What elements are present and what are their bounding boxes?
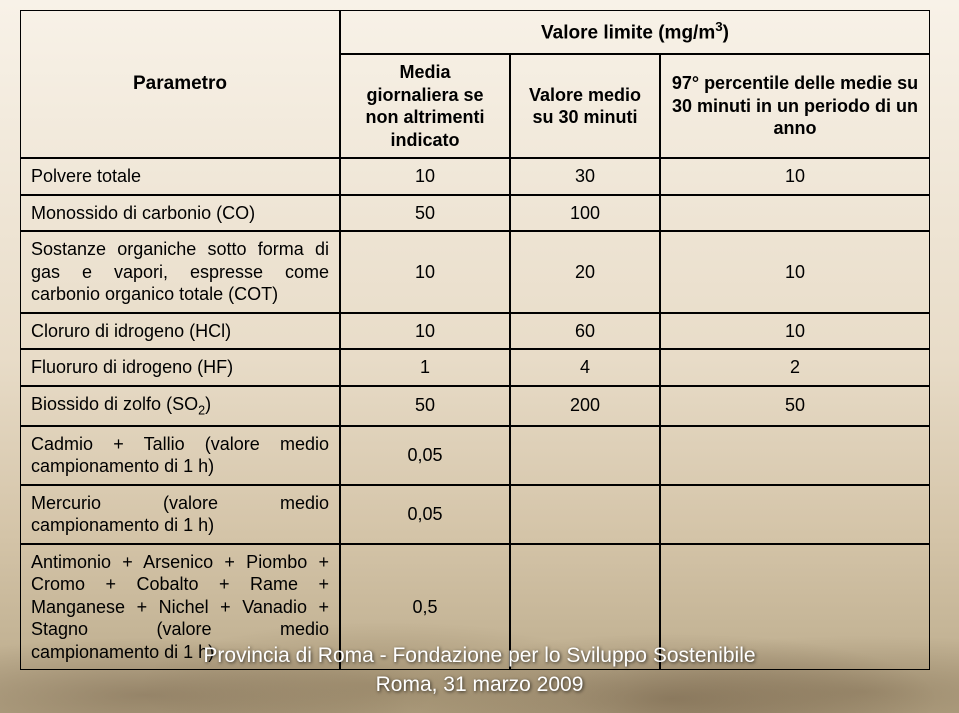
cell-text: Fluoruro di idrogeno (HF) (31, 356, 233, 379)
cell-text: Mercurio (valore medio campionamento di … (31, 492, 329, 537)
cell-text: 100 (570, 202, 600, 225)
cell-text: 10 (785, 165, 805, 188)
table-cell: 20 (510, 231, 660, 313)
table-cell: 60 (510, 313, 660, 350)
table-row-label: Fluoruro di idrogeno (HF) (20, 349, 340, 386)
cell-text: 4 (580, 356, 590, 379)
cell-text: 50 (415, 202, 435, 225)
table-row-label: Biossido di zolfo (SO2) (20, 386, 340, 426)
table-cell: 0,05 (340, 485, 510, 544)
cell-text: Biossido di zolfo (SO2) (31, 393, 211, 419)
header-text: Parametro (133, 72, 227, 96)
cell-text: 20 (575, 261, 595, 284)
footer-line-1: Provincia di Roma - Fondazione per lo Sv… (0, 642, 959, 670)
table-row-label: Cadmio + Tallio (valore medio campioname… (20, 426, 340, 485)
table-cell: 100 (510, 195, 660, 232)
table-cell: 10 (660, 313, 930, 350)
table-cell: 10 (660, 158, 930, 195)
header-text: 97° percentile delle medie su 30 minuti … (671, 72, 919, 140)
header-text: Valore limite (mg/m3) (541, 19, 729, 45)
header-text: Valore medio su 30 minuti (521, 84, 649, 129)
cell-text: 10 (785, 320, 805, 343)
table-row-label: Mercurio (valore medio campionamento di … (20, 485, 340, 544)
col-header-limit: Valore limite (mg/m3) (340, 10, 930, 54)
cell-text: 60 (575, 320, 595, 343)
cell-text: Cloruro di idrogeno (HCl) (31, 320, 231, 343)
table-cell: 2 (660, 349, 930, 386)
cell-text: 50 (415, 394, 435, 417)
cell-text: 10 (785, 261, 805, 284)
table-row-label: Cloruro di idrogeno (HCl) (20, 313, 340, 350)
table-cell: 200 (510, 386, 660, 426)
cell-text: 30 (575, 165, 595, 188)
col-header-media: Media giornaliera se non altrimenti indi… (340, 54, 510, 158)
cell-text: Cadmio + Tallio (valore medio campioname… (31, 433, 329, 478)
cell-text: 0,5 (412, 596, 437, 619)
cell-text: 10 (415, 165, 435, 188)
table-cell: 50 (340, 386, 510, 426)
table-cell: 1 (340, 349, 510, 386)
table-row-label: Polvere totale (20, 158, 340, 195)
table-cell (510, 485, 660, 544)
slide-footer: Provincia di Roma - Fondazione per lo Sv… (0, 642, 959, 699)
table-cell (660, 195, 930, 232)
cell-text: Sostanze organiche sotto forma di gas e … (31, 238, 329, 306)
cell-text: 200 (570, 394, 600, 417)
table-cell: 30 (510, 158, 660, 195)
table-cell (660, 426, 930, 485)
table-cell: 0,05 (340, 426, 510, 485)
col-header-30min: Valore medio su 30 minuti (510, 54, 660, 158)
col-header-parametro: Parametro (20, 10, 340, 158)
limits-table: Parametro Valore limite (mg/m3) Media gi… (20, 10, 939, 670)
table-cell: 10 (660, 231, 930, 313)
table-cell: 50 (660, 386, 930, 426)
table-cell: 10 (340, 158, 510, 195)
cell-text: Polvere totale (31, 165, 141, 188)
footer-line-2: Roma, 31 marzo 2009 (0, 671, 959, 699)
table-cell: 4 (510, 349, 660, 386)
table-row-label: Monossido di carbonio (CO) (20, 195, 340, 232)
table-row-label: Sostanze organiche sotto forma di gas e … (20, 231, 340, 313)
cell-text: 0,05 (407, 503, 442, 526)
cell-text: 50 (785, 394, 805, 417)
cell-text: 0,05 (407, 444, 442, 467)
col-header-97pct: 97° percentile delle medie su 30 minuti … (660, 54, 930, 158)
table-cell (660, 485, 930, 544)
cell-text: 1 (420, 356, 430, 379)
cell-text: 2 (790, 356, 800, 379)
table-cell: 10 (340, 313, 510, 350)
table-cell (510, 426, 660, 485)
header-text: Media giornaliera se non altrimenti indi… (351, 61, 499, 151)
cell-text: 10 (415, 320, 435, 343)
cell-text: 10 (415, 261, 435, 284)
cell-text: Monossido di carbonio (CO) (31, 202, 255, 225)
table-cell: 50 (340, 195, 510, 232)
table-cell: 10 (340, 231, 510, 313)
